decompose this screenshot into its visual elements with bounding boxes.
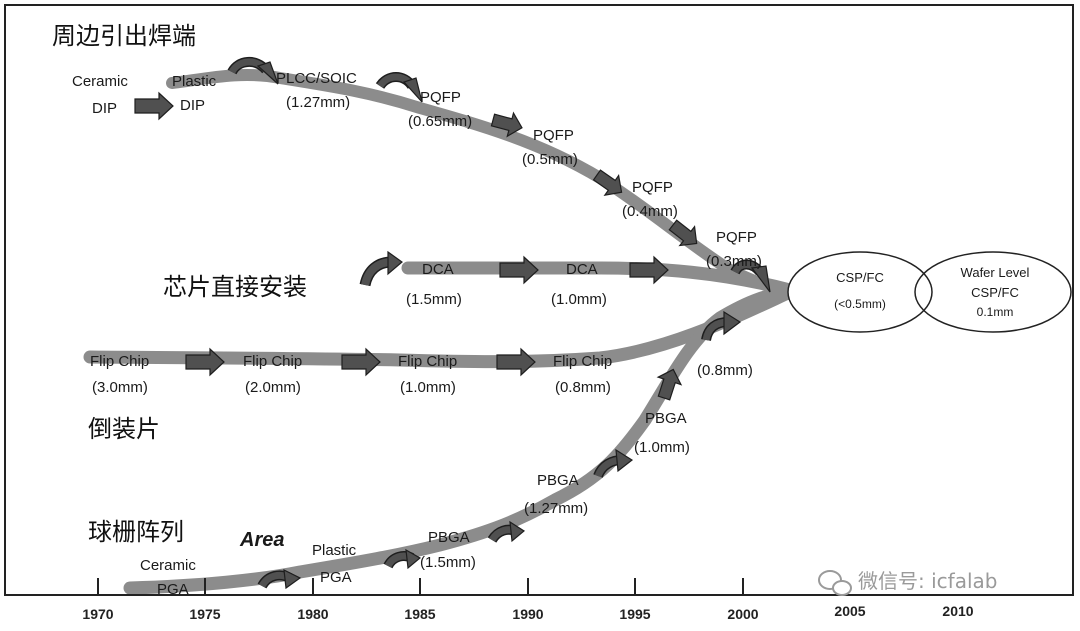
timeline-year-2000: 2000 <box>727 606 758 622</box>
label-pqfp-03-pitch: (0.3mm) <box>706 253 762 270</box>
arrow-dca-2 <box>629 255 669 285</box>
arrow-pqfp-3 <box>668 219 698 247</box>
label-fc-10-pitch: (1.0mm) <box>400 379 456 396</box>
timeline-year-1985: 1985 <box>404 606 435 622</box>
csp-pitch: (<0.5mm) <box>834 297 886 311</box>
label-pbga-10-pitch: (1.0mm) <box>634 439 690 456</box>
category-ball-grid: 球栅阵列 <box>88 518 184 546</box>
label-dca-15-pitch: (1.5mm) <box>406 291 462 308</box>
curved-arrow-fc-final <box>701 310 742 342</box>
curved-arrow-direct-chip <box>359 250 403 287</box>
curved-arrow-plastic <box>227 57 279 85</box>
timeline-year-1975: 1975 <box>189 606 220 622</box>
category-peripheral: 周边引出焊端 <box>52 22 196 50</box>
label-dca-10-pitch: (1.0mm) <box>551 291 607 308</box>
arrow-fc-2 <box>341 347 381 377</box>
curved-arrow-plcc <box>375 72 423 103</box>
label-fc-30-pitch: (3.0mm) <box>92 379 148 396</box>
label-pbga-08-pitch: (0.8mm) <box>697 362 753 379</box>
label-pbga-127-pitch: (1.27mm) <box>524 500 588 517</box>
label-ceramic-pga: Ceramic <box>140 557 196 574</box>
label-pbga-15-pitch: (1.5mm) <box>420 554 476 571</box>
label-pbga-127: PBGA <box>537 472 579 489</box>
label-pqfp-05: PQFP <box>533 127 574 144</box>
timeline-ticks <box>97 578 744 595</box>
area-label: Area <box>239 529 284 551</box>
label-pqfp-05-pitch: (0.5mm) <box>522 151 578 168</box>
peripheral-band <box>166 68 796 296</box>
label-pqfp-04: PQFP <box>632 179 673 196</box>
wafer-level-ellipse <box>914 251 1072 333</box>
arrow-pqfp-1 <box>490 111 523 138</box>
wafer-pitch: 0.1mm <box>977 305 1014 319</box>
category-direct-chip: 芯片直接安装 <box>163 273 307 301</box>
label-fc-10: Flip Chip <box>398 353 457 370</box>
wafer-csp-label: CSP/FC <box>971 285 1019 300</box>
label-pqfp-065: PQFP <box>420 89 461 106</box>
wafer-label: Wafer Level <box>961 265 1030 280</box>
timeline-year-1995: 1995 <box>619 606 650 622</box>
wechat-icon <box>818 570 852 596</box>
label-fc-20-pitch: (2.0mm) <box>245 379 301 396</box>
label-ceramic: Ceramic <box>72 73 128 90</box>
timeline-year-labels: 1970 1975 1980 1985 1990 1995 2000 2005 2010 <box>82 603 973 622</box>
label-fc-20: Flip Chip <box>243 353 302 370</box>
arrow-fc-1 <box>185 347 225 377</box>
arrow-fc-3 <box>496 347 536 377</box>
label-plcc: PLCC/SOIC <box>276 70 357 87</box>
label-dca-15: DCA <box>422 261 454 278</box>
label-pqfp-03: PQFP <box>716 229 757 246</box>
label-fc-30: Flip Chip <box>90 353 149 370</box>
label-plastic-dip: DIP <box>180 97 205 114</box>
arrow-bga-up <box>656 368 683 401</box>
timeline-year-1990: 1990 <box>512 606 543 622</box>
label-pbga-10: PBGA <box>645 410 687 427</box>
arrow-dip <box>134 91 174 121</box>
timeline-year-1970: 1970 <box>82 606 113 622</box>
dca-band <box>401 261 797 297</box>
label-dca-10: DCA <box>566 261 598 278</box>
label-plastic-pga-type: PGA <box>320 569 352 586</box>
timeline-year-1980: 1980 <box>297 606 328 622</box>
arrow-dca-1 <box>499 255 539 285</box>
arrow-pqfp-2 <box>592 169 623 196</box>
label-plastic-pga: Plastic <box>312 542 357 559</box>
watermark-text: 微信号: icfalab <box>858 569 997 593</box>
label-fc-08: Flip Chip <box>553 353 612 370</box>
csp-label: CSP/FC <box>836 270 884 285</box>
label-pqfp-065-pitch: (0.65mm) <box>408 113 472 130</box>
label-pbga-15: PBGA <box>428 529 470 546</box>
label-ceramic-pga-type: PGA <box>157 581 189 598</box>
label-fc-08-pitch: (0.8mm) <box>555 379 611 396</box>
curved-arrow-pbga-2 <box>487 520 526 543</box>
csp-fc-ellipse <box>787 251 933 333</box>
label-pqfp-04-pitch: (0.4mm) <box>622 203 678 220</box>
label-ceramic-dip: DIP <box>92 100 117 117</box>
timeline-year-2010: 2010 <box>942 603 973 619</box>
curved-arrow-pbga-3 <box>593 448 634 479</box>
category-flip-chip: 倒装片 <box>88 415 160 443</box>
timeline-year-2005: 2005 <box>834 603 865 619</box>
curved-arrow-pga <box>257 568 302 590</box>
curved-arrow-pbga-1 <box>383 548 422 570</box>
label-plcc-pitch: (1.27mm) <box>286 94 350 111</box>
curved-arrow-pqfp-final <box>730 259 771 293</box>
label-plastic: Plastic <box>172 73 217 90</box>
